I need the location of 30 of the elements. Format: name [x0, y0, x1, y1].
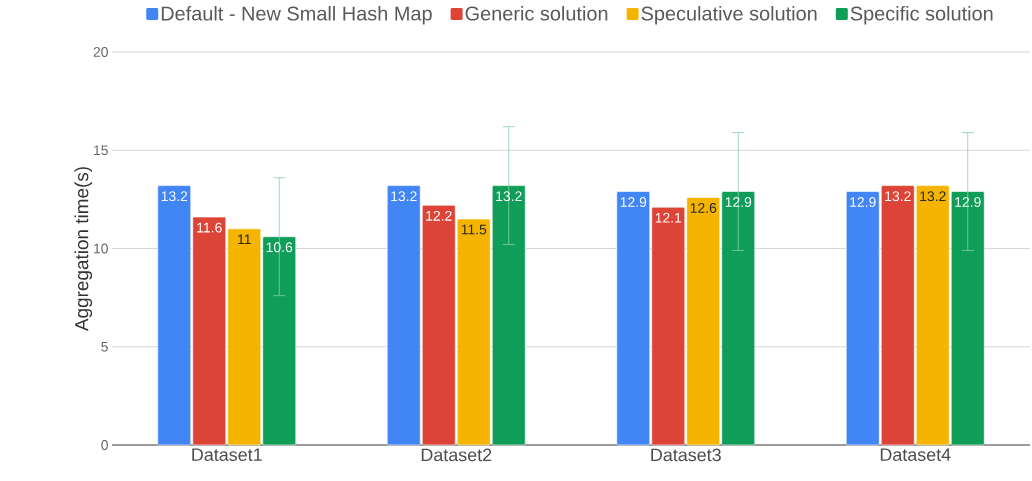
x-tick-label: Dataset1 — [192, 448, 262, 462]
legend-label: Specific solution — [850, 5, 993, 25]
y-tick-label: 10 — [94, 243, 108, 254]
data-label: 13.2 — [161, 191, 188, 202]
data-label: 12.6 — [690, 203, 717, 213]
y-tick-label: 0 — [101, 440, 108, 450]
data-label: 11.6 — [197, 222, 222, 233]
data-label: 12.9 — [620, 197, 647, 208]
x-tick-label: Dataset4 — [880, 448, 951, 462]
data-label: 11.5 — [461, 224, 487, 235]
data-label: 12.9 — [850, 197, 876, 208]
x-tick-label: Dataset2 — [421, 448, 492, 462]
data-label: 12.1 — [655, 212, 682, 223]
y-tick-label: 15 — [94, 145, 108, 156]
data-label: 12.2 — [426, 210, 452, 221]
data-label: 13.2 — [920, 191, 946, 202]
legend-label: Default - New Small Hash Map — [161, 5, 432, 25]
data-label: 13.2 — [496, 191, 522, 202]
x-tick-label: Dataset3 — [651, 448, 721, 462]
legend-label: Speculative solution — [641, 5, 817, 25]
legend-label: Generic solution — [465, 5, 608, 21]
data-label: 10.6 — [266, 242, 293, 253]
y-axis-title: Aggregation time(s) — [74, 167, 93, 332]
data-label: 11 — [238, 234, 251, 245]
y-tick-label: 5 — [101, 341, 108, 352]
data-label: 12.9 — [725, 197, 752, 208]
data-label: 12.9 — [955, 197, 981, 208]
data-label: 13.2 — [391, 191, 417, 202]
y-tick-label: 20 — [93, 47, 108, 57]
data-label: 13.2 — [885, 191, 911, 202]
